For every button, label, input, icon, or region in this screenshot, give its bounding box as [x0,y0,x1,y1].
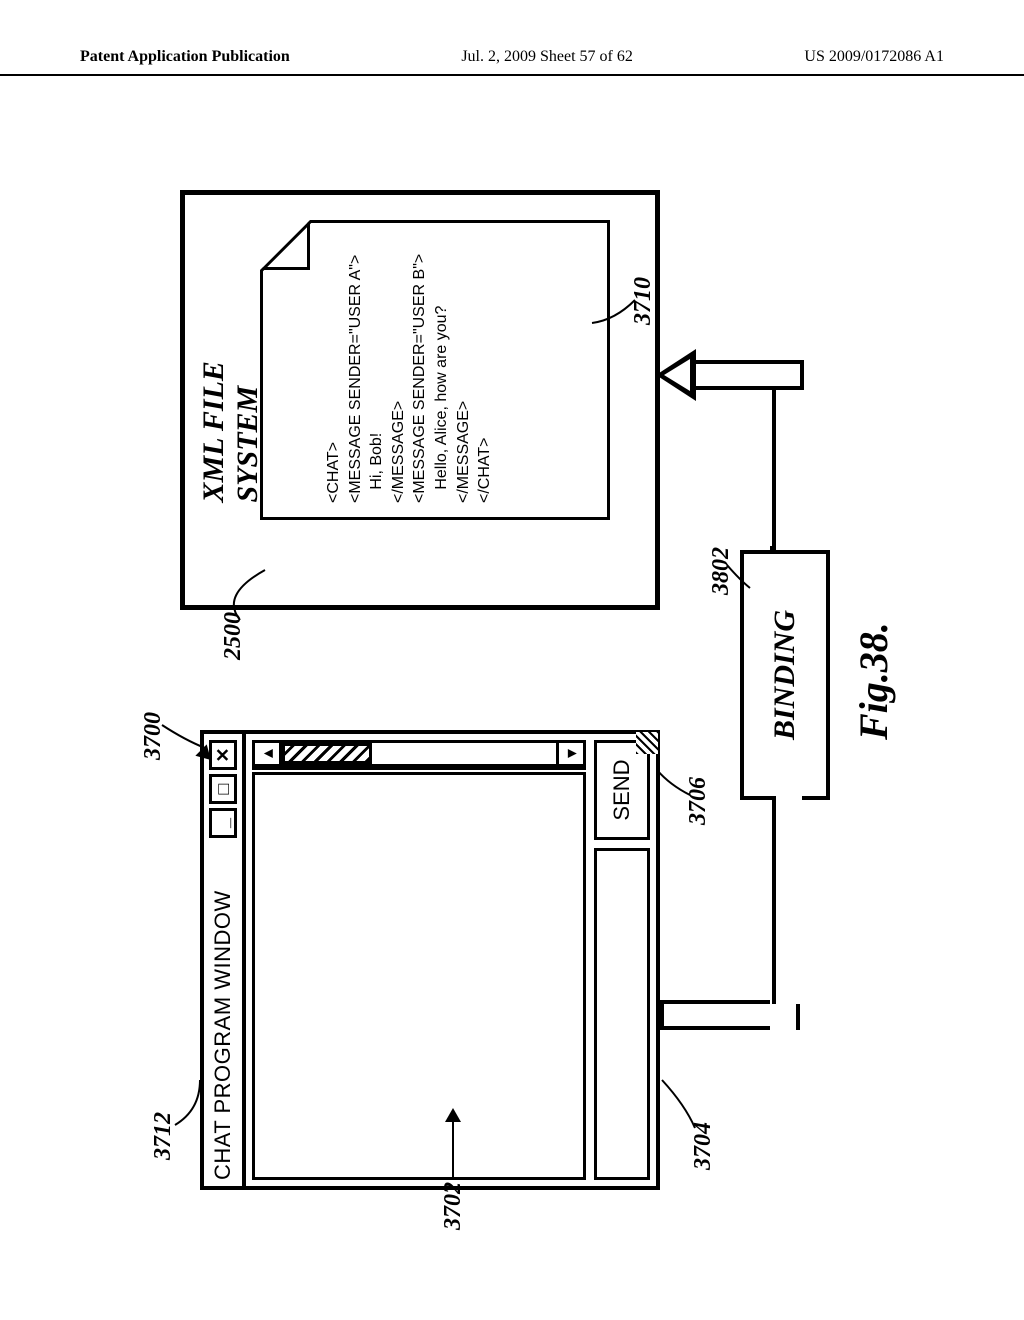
chat-program-window: CHAT PROGRAM WINDOW _ □ ✕ ▴ ▾ SEND [200,730,660,1190]
connector-join-mask [772,1004,794,1026]
minimize-button[interactable]: _ [209,808,237,838]
header-right: US 2009/0172086 A1 [804,48,944,68]
figure-38: CHAT PROGRAM WINDOW _ □ ✕ ▴ ▾ SEND [120,130,910,1230]
leader-line [590,275,640,325]
message-area [252,772,586,1180]
connector-join-mask [774,364,796,386]
leader-line [170,1070,210,1130]
chat-input[interactable] [594,848,650,1180]
scroll-track[interactable] [282,740,556,767]
xml-file-system-title: XML FILE SYSTEM [183,298,265,503]
scroll-up-button[interactable]: ▴ [252,740,282,767]
scroll-down-button[interactable]: ▾ [556,740,586,767]
arrowhead-icon [445,1108,461,1122]
binding-label: BINDING [768,610,802,740]
arrowhead-up-icon [656,349,696,401]
leader-line [452,1120,454,1180]
xml-text: <CHAT> <MESSAGE SENDER="USER A"> Hi, Bob… [323,254,496,503]
leader-line [215,565,275,625]
leader-line [725,550,755,590]
ref-3702: 3702 [440,1182,467,1230]
page-fold-icon [260,220,310,270]
header-left: Patent Application Publication [80,48,290,68]
chat-title: CHAT PROGRAM WINDOW [210,890,236,1180]
resize-grip-icon[interactable] [636,732,658,754]
chat-titlebar: CHAT PROGRAM WINDOW _ □ ✕ [204,734,246,1186]
connector-seg [772,386,802,550]
leader-line [660,1070,700,1130]
header-center: Jul. 2, 2009 Sheet 57 of 62 [461,48,633,68]
scrollbar[interactable]: ▴ ▾ [252,740,586,770]
maximize-button[interactable]: □ [209,774,237,804]
figure-viewport: CHAT PROGRAM WINDOW _ □ ✕ ▴ ▾ SEND [120,130,910,1230]
send-button-label: SEND [609,759,635,820]
connector-seg [772,796,802,1004]
scroll-thumb[interactable] [282,743,372,764]
send-button[interactable]: SEND [594,740,650,840]
figure-caption: Fig.38. [850,622,897,740]
page-header: Patent Application Publication Jul. 2, 2… [0,48,1024,76]
leader-line [160,700,210,750]
leader-line [655,760,695,800]
xml-document: <CHAT> <MESSAGE SENDER="USER A"> Hi, Bob… [260,220,610,520]
